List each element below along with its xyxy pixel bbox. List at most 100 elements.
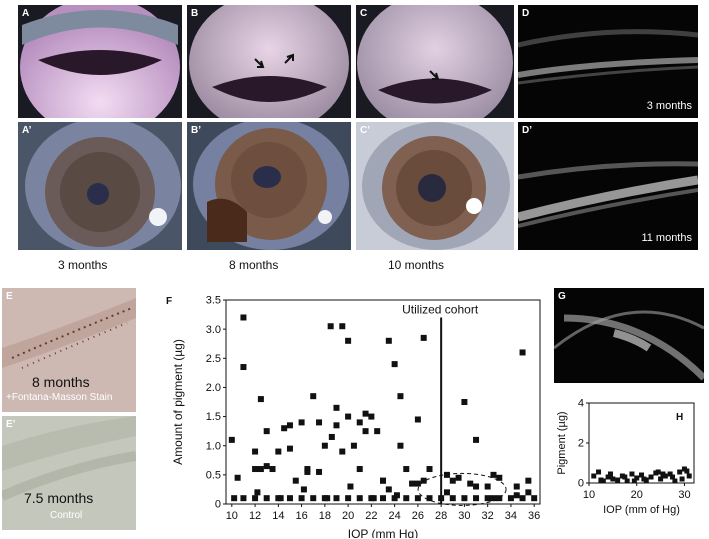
data-point (228, 436, 235, 443)
data-point (403, 495, 410, 502)
data-point (263, 495, 270, 502)
data-point (240, 495, 247, 502)
data-point (648, 474, 654, 480)
histology-stain-e: +Fontana-Masson Stain (6, 392, 113, 403)
panel-label-a2: A’ (22, 125, 32, 136)
y-tick-label: 3.5 (206, 295, 221, 307)
histology-image-e (2, 288, 136, 412)
chart-f-pigment-vs-iop: 10 12 14 16 18 20 22 24 26 28 30 32 34 36 0 0.5 1.0 1.5 2.… (171, 295, 541, 538)
panel-label-c: C (360, 8, 368, 19)
histology-stain-e2: Control (50, 510, 83, 521)
panel-a2-iris: A’ (18, 122, 182, 250)
y-tick-label: 4 (578, 398, 584, 410)
x-axis-label: IOP (mm Hg) (348, 527, 418, 538)
x-tick-label: 30 (678, 489, 690, 501)
data-point (345, 495, 352, 502)
data-point (316, 468, 323, 475)
data-point (252, 495, 259, 502)
data-point (679, 476, 685, 482)
data-point (461, 399, 468, 405)
data-point (362, 410, 369, 417)
x-tick-label: 24 (389, 510, 401, 522)
data-point (658, 476, 664, 482)
x-tick-label: 10 (583, 489, 595, 501)
panel-d2-oct: D’ 11 months (518, 122, 698, 250)
data-point (300, 486, 307, 493)
panel-label-a: A (22, 8, 30, 19)
data-point (345, 413, 352, 420)
data-point (380, 477, 386, 484)
data-point (670, 474, 676, 480)
data-point (292, 477, 299, 484)
data-point (277, 495, 284, 502)
y-axis-label: Amount of pigment (µg) (171, 339, 185, 465)
data-point (339, 323, 346, 330)
x-tick-label: 20 (342, 510, 354, 522)
data-point (414, 480, 421, 487)
data-point (426, 466, 433, 473)
panel-g-oct: G (554, 288, 704, 383)
data-point (333, 404, 340, 411)
data-point (393, 492, 400, 499)
x-tick-label: 32 (482, 510, 494, 522)
panel-label-d: D (522, 8, 530, 19)
caption-c2: 10 months (388, 258, 445, 272)
x-tick-label: 12 (249, 510, 261, 522)
caption-a2: 3 months (58, 258, 108, 272)
x-tick-label: 34 (505, 510, 517, 522)
panel-b2-iris: B’ (187, 122, 351, 250)
data-point (347, 483, 354, 490)
x-tick-label: 16 (295, 510, 307, 522)
data-point (455, 474, 462, 481)
panel-e2-histology: E’ 7.5 months Control (2, 416, 136, 530)
data-point (639, 472, 644, 478)
data-point (321, 442, 328, 449)
data-point (473, 495, 480, 502)
panel-label-b2: B’ (191, 125, 201, 136)
data-point (356, 495, 363, 502)
data-point (385, 337, 392, 344)
data-point (263, 428, 270, 435)
data-point (339, 448, 346, 455)
data-point (333, 422, 340, 429)
data-point (304, 468, 311, 475)
data-point (490, 471, 497, 478)
gonioscopy-image-b (189, 5, 349, 118)
data-point (368, 413, 375, 420)
data-point (420, 334, 427, 341)
data-point (231, 495, 238, 502)
x-tick-label: 10 (226, 510, 238, 522)
histology-timepoint-e2: 7.5 months (24, 490, 94, 506)
data-point (667, 471, 673, 477)
data-point (629, 471, 635, 477)
data-point (252, 466, 259, 473)
data-point (461, 495, 468, 502)
panel-label-f: F (166, 296, 173, 307)
data-point (252, 448, 259, 455)
y-axis-label: Pigment (µg) (556, 411, 568, 474)
panel-a-gonioscopy: A (18, 5, 182, 118)
data-point (327, 323, 334, 330)
data-point (513, 492, 520, 499)
data-point (660, 471, 666, 477)
panel-b-gonioscopy: B (187, 5, 351, 118)
utilized-cohort-ellipse (417, 472, 507, 506)
data-point (519, 495, 526, 502)
panel-label-h: H (676, 412, 684, 423)
oct-timepoint-d: 3 months (646, 100, 692, 112)
data-point (240, 364, 247, 371)
data-point (672, 478, 678, 484)
data-point (275, 448, 282, 455)
panel-d-oct: D 3 months (518, 5, 698, 118)
histology-image-e2 (2, 416, 136, 530)
data-point (385, 486, 392, 493)
oct-image-d2 (518, 161, 698, 228)
y-tick-label: 1.0 (206, 440, 221, 452)
plot-frame (225, 299, 541, 505)
data-point (443, 489, 450, 496)
histology-timepoint-e: 8 months (32, 374, 90, 390)
data-point (286, 422, 293, 429)
x-tick-label: 30 (458, 510, 470, 522)
data-point (269, 466, 276, 473)
data-point (490, 495, 497, 502)
